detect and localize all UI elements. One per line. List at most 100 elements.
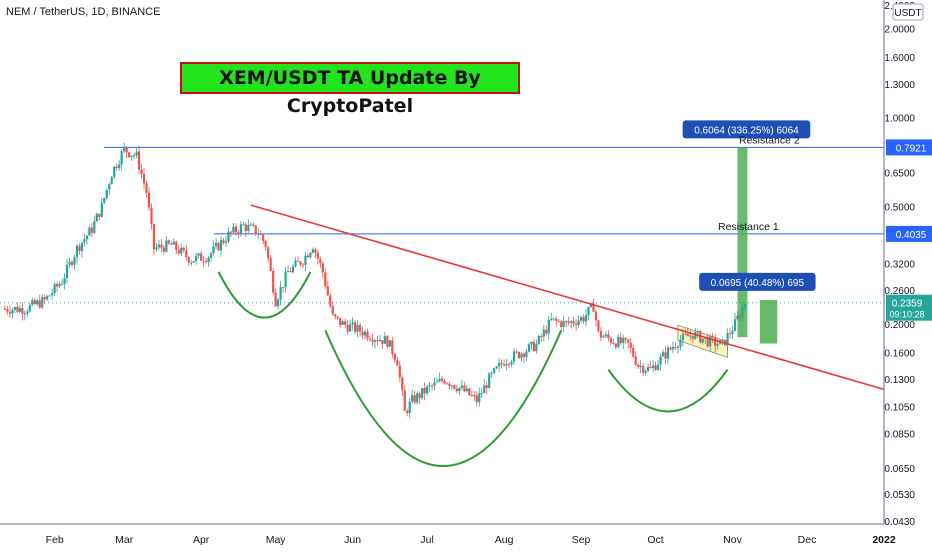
- candle-body: [269, 258, 272, 271]
- candle-body: [671, 347, 675, 350]
- candle-body: [257, 233, 260, 235]
- price-tick-label: 0.0850: [884, 430, 915, 441]
- title-banner: XEM/USDT TA Update By CryptoPatel: [180, 62, 520, 117]
- time-tick-label: Feb: [46, 534, 64, 546]
- candle-body: [105, 189, 108, 199]
- candle-body: [507, 363, 511, 365]
- current-price-tag-bg: [886, 294, 932, 321]
- cup-pattern-large[interactable]: [324, 330, 563, 468]
- candle-body: [254, 225, 257, 234]
- candle-body: [430, 385, 434, 387]
- candle-body: [445, 383, 449, 385]
- candle-body: [416, 393, 419, 403]
- candle-body: [455, 388, 458, 392]
- trendline-layer: [250, 204, 885, 391]
- price-tick-label: 0.0650: [884, 464, 915, 475]
- level-tag-bg: [886, 139, 932, 156]
- candle-body: [334, 314, 337, 317]
- price-axis-panel: [885, 0, 932, 550]
- candle-body: [264, 241, 267, 248]
- candle-body: [440, 378, 444, 381]
- candle-body: [465, 388, 468, 392]
- candle-body: [483, 385, 486, 394]
- candle-body: [572, 321, 575, 324]
- candle-body: [522, 353, 526, 358]
- price-tick-label: 0.1050: [884, 403, 915, 414]
- candle-body: [51, 293, 54, 296]
- candle-body: [721, 339, 724, 341]
- candle-body: [304, 255, 307, 265]
- candle-body: [314, 249, 317, 253]
- candle-body: [209, 253, 213, 258]
- cup-pattern-left[interactable]: [217, 271, 312, 319]
- candle-body: [175, 241, 178, 250]
- candle-body: [125, 146, 128, 153]
- candle-body: [458, 387, 461, 392]
- measure-label-large-bg: [682, 120, 811, 139]
- candle-body: [579, 317, 583, 321]
- candle-body: [56, 284, 59, 287]
- candle-body: [443, 380, 446, 384]
- price-tick-label: 0.3200: [884, 260, 915, 271]
- cup-pattern-right[interactable]: [607, 369, 729, 413]
- candle-body: [490, 372, 493, 374]
- measure-label-small-bg: [699, 272, 816, 291]
- candle-body: [686, 333, 689, 337]
- candle-body: [110, 177, 113, 185]
- candle-body: [642, 365, 645, 373]
- candle-body: [38, 300, 41, 308]
- target-box-large[interactable]: [737, 147, 748, 338]
- currency-badge-bg[interactable]: [892, 3, 924, 21]
- level-tag: 0.7921: [896, 143, 927, 154]
- candle-body: [130, 155, 133, 157]
- candle-body: [28, 304, 31, 312]
- candle-body: [60, 283, 64, 285]
- candle-body: [421, 388, 424, 398]
- currency-badge[interactable]: USDT: [894, 8, 921, 19]
- candle-body: [530, 341, 533, 345]
- candle-body: [674, 347, 677, 349]
- candle-body: [339, 317, 342, 325]
- candle-body: [679, 340, 682, 347]
- candle-body: [599, 330, 603, 338]
- candle-body: [515, 351, 518, 353]
- target-box-small[interactable]: [759, 299, 778, 344]
- candle-body: [85, 235, 89, 240]
- candle-body: [43, 297, 46, 300]
- candle-body: [219, 240, 223, 251]
- candle-body: [450, 385, 454, 387]
- candle-body: [498, 362, 501, 367]
- candle-body: [358, 324, 362, 332]
- downtrend-line[interactable]: [250, 204, 885, 391]
- candle-body: [155, 247, 158, 250]
- candle-body: [46, 295, 49, 300]
- candle-body: [123, 146, 126, 152]
- candle-body: [495, 366, 498, 369]
- candle-body: [408, 401, 411, 414]
- price-tick-label: 0.0430: [884, 517, 915, 528]
- candle-body: [480, 393, 483, 395]
- candle-body: [93, 221, 96, 233]
- candle-body: [361, 331, 364, 336]
- candle-body: [83, 239, 86, 243]
- candle-body: [100, 202, 103, 217]
- candle-body: [78, 245, 81, 252]
- candle-body: [296, 260, 300, 262]
- candle-body: [574, 323, 578, 326]
- candle-body: [406, 410, 409, 414]
- candle-body: [726, 333, 729, 346]
- candle-body: [319, 258, 322, 264]
- candle-body: [602, 336, 605, 338]
- candle-body: [411, 395, 414, 402]
- candle-body: [18, 308, 21, 312]
- candle-body: [741, 307, 744, 318]
- candle-body: [664, 352, 667, 359]
- candle-body: [401, 377, 404, 391]
- candle-body: [567, 321, 570, 323]
- time-tick-label: Aug: [495, 534, 514, 546]
- candle-body: [113, 166, 116, 178]
- candle-body: [150, 207, 153, 225]
- candle-body: [485, 385, 488, 389]
- candle-body: [391, 340, 394, 355]
